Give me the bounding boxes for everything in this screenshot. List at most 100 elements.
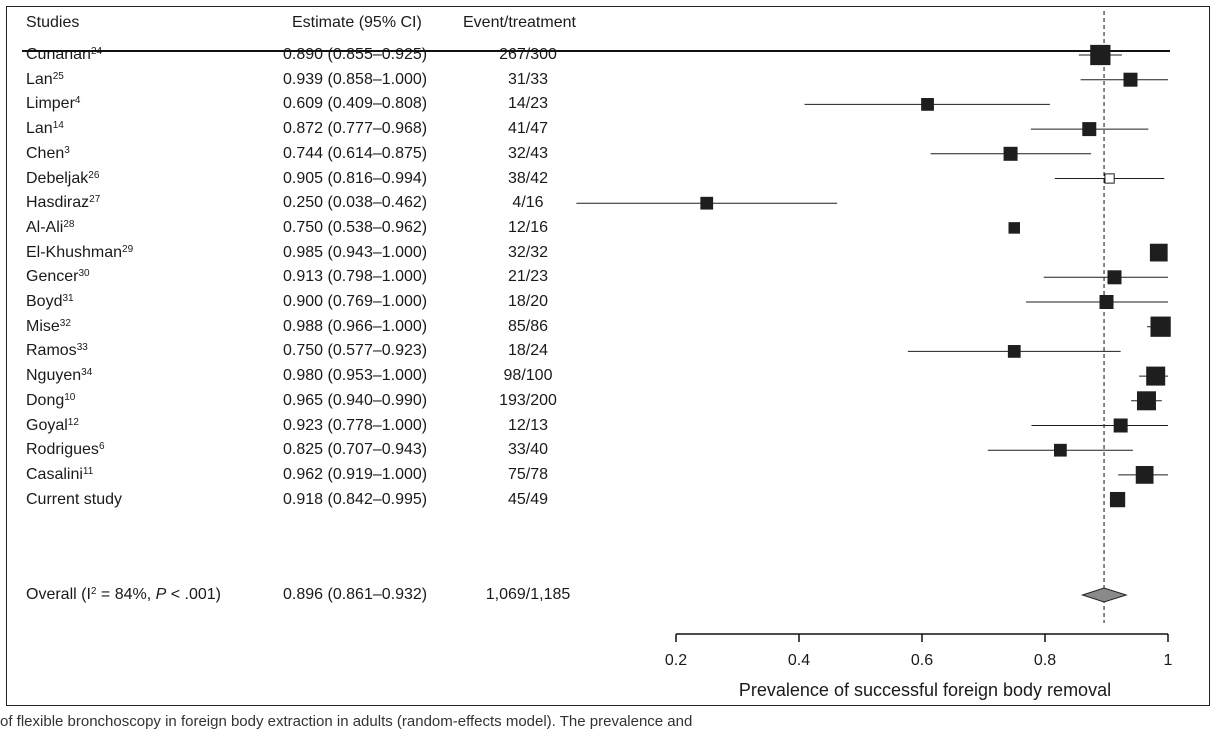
table-row: Goyal12 0.923 (0.778–1.000) 12/13 (7, 416, 607, 438)
header-events: Event/treatment (463, 14, 576, 31)
table-row: Boyd31 0.900 (0.769–1.000) 18/20 (7, 292, 607, 314)
estimate-ci: 0.939 (0.858–1.000) (283, 70, 428, 88)
study-name: Lan14 (26, 120, 64, 138)
study-name: Nguyen34 (26, 367, 93, 385)
reference-number: 34 (81, 367, 93, 379)
point-estimate-marker (1003, 146, 1018, 161)
table-row: Debeljak26 0.905 (0.816–0.994) 38/42 (7, 169, 607, 191)
point-estimate-marker (700, 196, 714, 210)
table-row: Rodrigues6 0.825 (0.707–0.943) 33/40 (7, 440, 607, 462)
estimate-ci: 0.980 (0.953–1.000) (283, 367, 428, 385)
reference-number: 28 (63, 218, 75, 230)
table-row: Current study 0.918 (0.842–0.995) 45/49 (7, 490, 607, 512)
table-row: Hasdiraz27 0.250 (0.038–0.462) 4/16 (7, 193, 607, 215)
study-name: Dong10 (26, 391, 76, 409)
overall-events: 1,069/1,185 (485, 586, 571, 603)
event-count: 38/42 (507, 169, 549, 187)
estimate-ci: 0.900 (0.769–1.000) (283, 293, 428, 310)
point-estimate-marker (1090, 44, 1111, 66)
study-name: Al-Ali28 (26, 218, 75, 236)
point-estimate-marker (1054, 443, 1067, 457)
point-estimate-marker (1104, 173, 1115, 184)
table-row: Lan25 0.939 (0.858–1.000) 31/33 (7, 70, 607, 92)
reference-number: 3 (64, 144, 70, 156)
event-count: 98/100 (503, 367, 553, 385)
event-count: 33/40 (507, 441, 549, 459)
point-estimate-marker (1135, 466, 1154, 484)
study-name: Ramos33 (26, 342, 88, 360)
estimate-ci: 0.965 (0.940–0.990) (283, 391, 428, 409)
study-name: Boyd31 (26, 293, 74, 310)
reference-number: 14 (52, 120, 64, 132)
event-count: 18/24 (507, 342, 549, 360)
study-name: Lan25 (26, 70, 64, 88)
reference-number: 29 (122, 243, 134, 255)
point-estimate-marker (1113, 418, 1128, 433)
table-row: Gencer30 0.913 (0.798–1.000) 21/23 (7, 267, 607, 289)
study-name: Debeljak26 (26, 169, 100, 187)
table-row: Al-Ali28 0.750 (0.538–0.962) 12/16 (7, 218, 607, 240)
reference-number: 10 (64, 391, 76, 403)
x-tick-label: 0.8 (1033, 652, 1057, 669)
event-count: 193/200 (499, 391, 557, 409)
point-estimate-marker (1150, 316, 1171, 337)
point-estimate-marker (1107, 270, 1122, 285)
study-name: Chen3 (26, 144, 70, 162)
table-row: Ramos33 0.750 (0.577–0.923) 18/24 (7, 341, 607, 363)
table-row: Limper4 0.609 (0.409–0.808) 14/23 (7, 94, 607, 116)
estimate-ci: 0.988 (0.966–1.000) (283, 317, 428, 335)
estimate-ci: 0.985 (0.943–1.000) (283, 243, 428, 261)
estimate-ci: 0.918 (0.842–0.995) (283, 490, 428, 508)
event-count: 32/43 (507, 144, 549, 162)
study-name: Mise32 (26, 317, 71, 335)
event-count: 21/23 (507, 268, 549, 286)
estimate-ci: 0.913 (0.798–1.000) (283, 268, 428, 286)
event-count: 31/33 (507, 70, 549, 88)
forest-plot-frame: Studies Estimate (95% CI) Event/treatmen… (6, 6, 1210, 706)
estimate-ci: 0.923 (0.778–1.000) (283, 416, 428, 434)
table-row: El-Khushman29 0.985 (0.943–1.000) 32/32 (7, 243, 607, 265)
header-estimate: Estimate (95% CI) (292, 14, 422, 31)
event-count: 32/32 (507, 243, 549, 261)
estimate-ci: 0.744 (0.614–0.875) (283, 144, 428, 162)
reference-number: 31 (62, 293, 74, 304)
reference-number: 12 (67, 416, 79, 428)
point-estimate-marker (1136, 391, 1156, 411)
study-name: El-Khushman29 (26, 243, 134, 261)
event-count: 85/86 (507, 317, 549, 335)
reference-number: 27 (89, 194, 101, 206)
x-tick-label: 0.2 (664, 652, 688, 669)
table-row: Mise32 0.988 (0.966–1.000) 85/86 (7, 317, 607, 339)
point-estimate-marker (1099, 295, 1114, 309)
event-count: 41/47 (507, 120, 549, 138)
study-name: Limper4 (26, 95, 81, 113)
reference-number: 4 (74, 95, 81, 107)
point-estimate-marker (1109, 491, 1126, 508)
study-name: Rodrigues6 (26, 441, 105, 459)
estimate-ci: 0.250 (0.038–0.462) (283, 194, 428, 212)
event-count: 75/78 (507, 465, 549, 483)
overall-diamond (1080, 587, 1128, 603)
table-row: Dong10 0.965 (0.940–0.990) 193/200 (7, 391, 607, 413)
estimate-ci: 0.872 (0.777–0.968) (283, 120, 428, 138)
estimate-ci: 0.905 (0.816–0.994) (283, 169, 428, 187)
overall-row: Overall (I2 = 84%, P < .001) 0.896 (0.86… (7, 585, 607, 607)
table-row: Casalini11 0.962 (0.919–1.000) 75/78 (7, 465, 607, 487)
study-name: Hasdiraz27 (26, 194, 101, 212)
estimate-ci: 0.962 (0.919–1.000) (283, 465, 428, 483)
header-studies: Studies (26, 14, 80, 31)
estimate-ci: 0.750 (0.577–0.923) (283, 342, 428, 360)
event-count: 4/16 (512, 194, 544, 212)
reference-number: 26 (88, 169, 100, 181)
reference-number: 25 (52, 70, 64, 82)
event-count: 14/23 (507, 95, 549, 113)
study-name: Goyal12 (26, 416, 79, 434)
x-tick-label: 1 (1163, 652, 1173, 669)
reference-number: 30 (78, 268, 90, 280)
reference-number: 6 (98, 441, 105, 453)
study-name: Casalini11 (26, 465, 94, 483)
x-tick-label: 0.6 (910, 652, 934, 669)
figure-caption: of flexible bronchoscopy in foreign body… (0, 713, 693, 730)
point-estimate-marker (1008, 222, 1020, 234)
event-count: 45/49 (507, 490, 549, 508)
